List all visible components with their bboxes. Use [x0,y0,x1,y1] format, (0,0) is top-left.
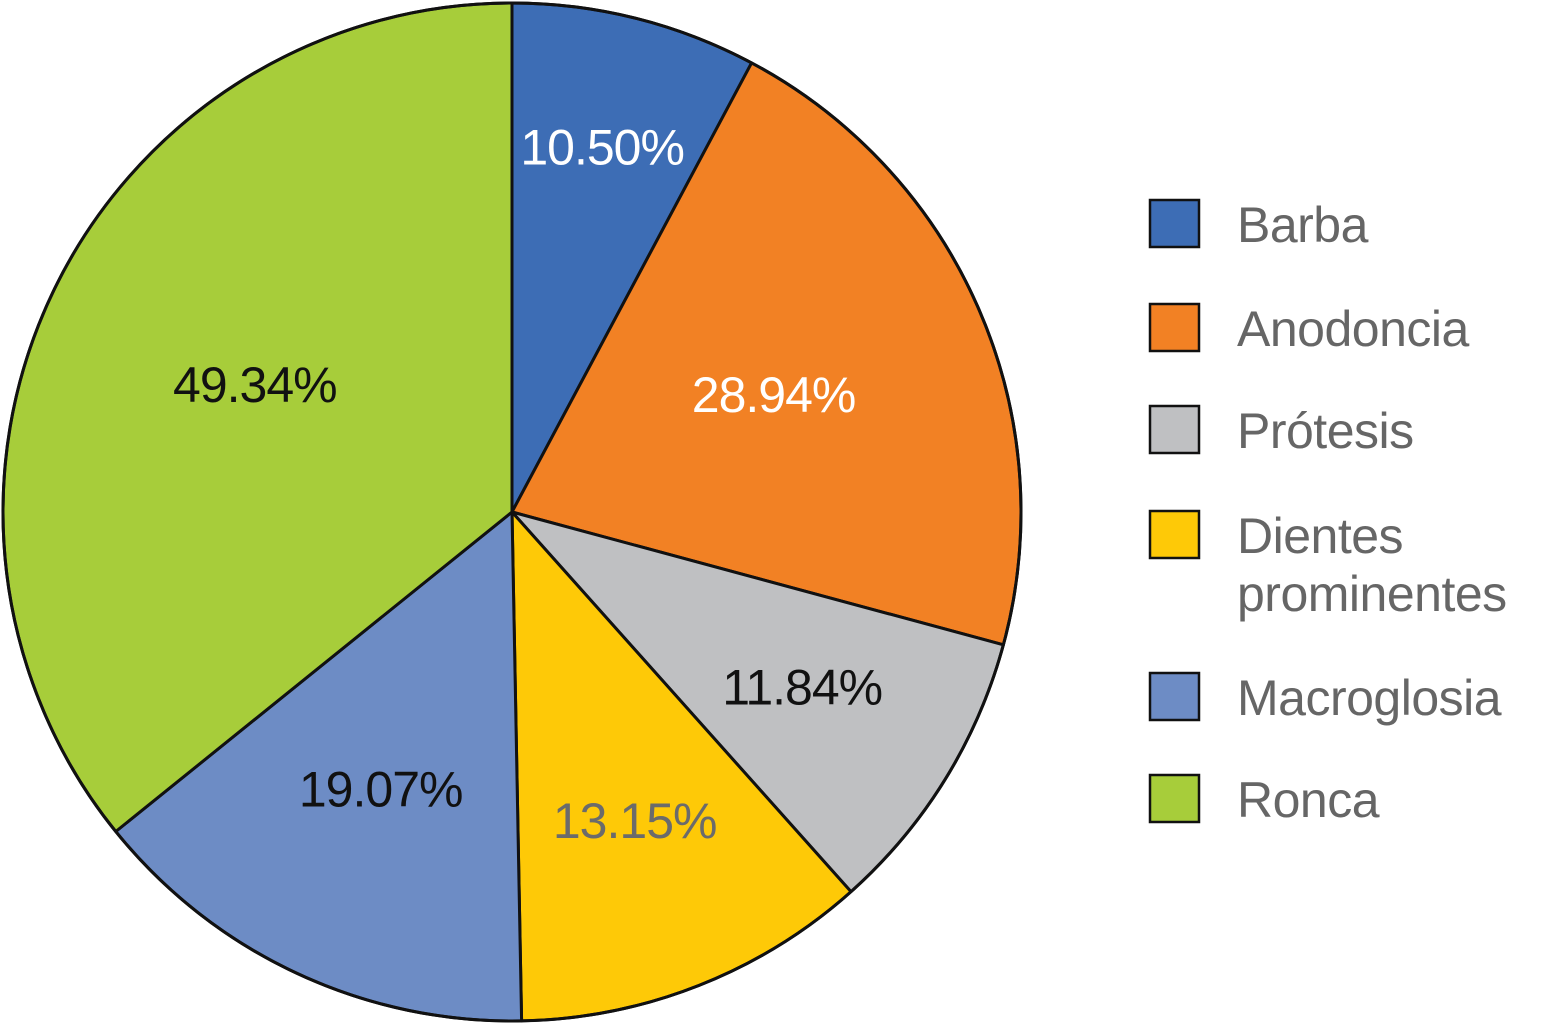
legend-swatch-dientes-prominentes [1148,509,1201,560]
data-label-macroglosia: 19.07% [299,762,463,818]
legend-swatch-macroglosia [1148,671,1201,722]
legend-swatch-protesis [1148,404,1201,455]
data-labels: 10.50% 28.94% 11.84% 13.15% 19.07% 49.34% [173,120,883,849]
pie-slices [1,1,1023,1023]
data-label-dientes-prominentes: 13.15% [553,793,717,849]
legend-swatch-anodoncia [1148,302,1201,353]
data-label-barba: 10.50% [520,120,684,176]
legend-swatch-barba [1148,198,1201,249]
legend-swatch-ronca [1148,773,1201,824]
legend-label-ronca: Ronca [1237,772,1380,828]
data-label-anodoncia: 28.94% [692,367,856,423]
legend: Barba Anodoncia Prótesis Dientesprominentes… [1148,197,1507,828]
legend-label-macroglosia: Macroglosia [1237,670,1502,726]
data-label-ronca: 49.34% [173,357,337,413]
legend-label-barba: Barba [1237,197,1369,253]
legend-label-dientes-prominentes-line-2: prominentes [1237,566,1507,622]
legend-label-anodoncia: Anodoncia [1237,301,1469,357]
data-label-protesis: 11.84% [722,659,882,715]
legend-label-protesis: Prótesis [1237,403,1414,459]
pie-outline [1,1,1023,1023]
legend-label-dientes-prominentes-line-1: Dientes [1237,508,1403,564]
